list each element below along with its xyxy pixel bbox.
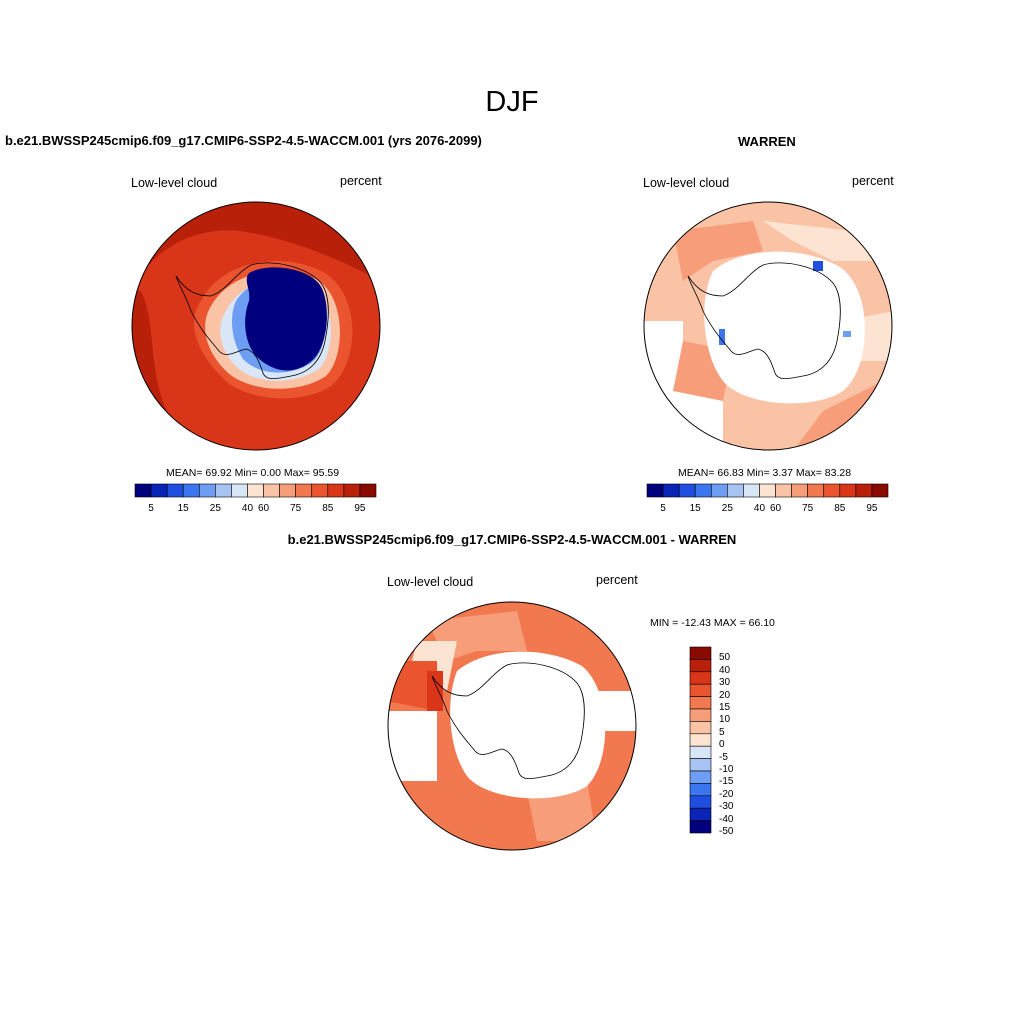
obs-colorbar-tick-label: 85	[834, 503, 846, 514]
model-colorbar-tick-label: 25	[209, 503, 221, 514]
obs-colorbar-tick-label: 75	[802, 503, 814, 514]
diff-colorbar-box	[689, 708, 712, 722]
diff-colorbar	[689, 646, 712, 834]
obs-colorbar-tick-label: 15	[689, 503, 701, 514]
diff-colorbar-box	[689, 783, 712, 797]
obs-colorbar-tick-label: 40	[753, 503, 766, 514]
diff-colorbar-box	[689, 721, 712, 735]
model-colorbar-box	[215, 483, 232, 498]
model-colorbar-box	[295, 483, 313, 498]
diff-colorbar-box	[689, 671, 712, 685]
obs-stats: MEAN= 66.83 Min= 3.37 Max= 83.28	[678, 467, 852, 479]
model-colorbar-box	[247, 483, 264, 498]
obs-colorbar-tick-label: 25	[721, 503, 733, 514]
obs-colorbar-box	[710, 483, 728, 498]
diff-colorbar-box	[689, 758, 712, 772]
diff-colorbar-box	[689, 770, 712, 784]
obs-colorbar-box	[791, 483, 808, 498]
diff-units-label: percent	[596, 573, 638, 587]
diff-colorbar-box	[689, 683, 712, 697]
model-colorbar-box	[343, 483, 361, 498]
model-variable-label: Low-level cloud	[131, 176, 218, 190]
obs-colorbar-box	[694, 483, 712, 498]
model-colorbar-box	[182, 483, 200, 498]
diff-colorbar-tick-label: 50	[719, 652, 731, 664]
obs-colorbar-tick-label: 95	[866, 503, 878, 514]
diff-colorbar-tick-label: 15	[719, 702, 731, 713]
diff-colorbar-tick-label: 10	[719, 714, 731, 726]
model-colorbar-tick-label: 40	[241, 503, 254, 514]
obs-coastline	[687, 262, 841, 380]
figure-title: DJF	[485, 86, 539, 118]
diff-colorbar-box	[689, 696, 712, 710]
obs-colorbar-box	[759, 483, 776, 498]
diff-colorbar-tick-label: -20	[719, 788, 734, 800]
obs-colorbar-box	[871, 483, 889, 498]
model-colorbar-box	[134, 483, 152, 498]
model-colorbar-box	[166, 483, 184, 498]
obs-polar-map	[643, 201, 893, 451]
obs-colorbar-box	[727, 483, 744, 498]
obs-colorbar-tick-label: 60	[769, 503, 782, 514]
model-polar-map	[131, 201, 381, 451]
diff-colorbar-tick-label: -15	[719, 776, 734, 788]
obs-colorbar-box	[807, 483, 825, 498]
diff-colorbar-box	[689, 745, 712, 759]
obs-colorbar-box	[646, 483, 664, 498]
diff-colorbar-tick-label: -30	[719, 801, 734, 813]
diff-colorbar-tick-label: 5	[719, 726, 725, 738]
model-coastline	[175, 262, 329, 380]
model-panel-title: b.e21.BWSSP245cmip6.f09_g17.CMIP6-SSP2-4…	[5, 133, 482, 148]
model-colorbar-tick-label: 85	[322, 503, 334, 514]
diff-colorbar-tick-label: -40	[719, 813, 734, 825]
model-colorbar-tick-label: 15	[177, 503, 189, 514]
model-colorbar-box	[263, 483, 280, 498]
model-colorbar-tick-label: 75	[290, 503, 302, 514]
obs-panel-title: WARREN	[738, 134, 796, 149]
model-colorbar-tick-label: 60	[257, 503, 270, 514]
diff-colorbar-box	[689, 820, 712, 834]
obs-colorbar-box	[839, 483, 857, 498]
diff-stats: MIN = -12.43 MAX = 66.10	[650, 617, 775, 629]
diff-colorbar-box	[689, 659, 712, 673]
diff-colorbar-box	[689, 646, 712, 660]
obs-colorbar-box	[775, 483, 792, 498]
model-colorbar-box	[150, 483, 168, 498]
obs-colorbar-tick-label: 5	[660, 503, 666, 514]
obs-colorbar-box	[678, 483, 696, 498]
model-colorbar-tick-label: 95	[354, 503, 366, 514]
diff-panel-title: b.e21.BWSSP245cmip6.f09_g17.CMIP6-SSP2-4…	[287, 532, 737, 547]
obs-colorbar-box	[855, 483, 873, 498]
diff-colorbar-box	[689, 807, 712, 821]
model-colorbar-box	[279, 483, 296, 498]
model-colorbar-box	[198, 483, 216, 498]
model-colorbar-box	[359, 483, 377, 498]
diff-variable-label: Low-level cloud	[387, 575, 474, 589]
model-colorbar	[134, 483, 377, 498]
model-colorbar-box	[311, 483, 329, 498]
diff-polar-map	[387, 601, 637, 851]
diff-colorbar-tick-label: -5	[719, 751, 728, 763]
model-stats: MEAN= 69.92 Min= 0.00 Max= 95.59	[166, 467, 340, 479]
obs-units-label: percent	[852, 174, 894, 188]
model-colorbar-tick-label: 5	[148, 503, 154, 514]
diff-coastline	[431, 662, 585, 780]
obs-variable-label: Low-level cloud	[643, 176, 730, 190]
diff-colorbar-box	[689, 733, 712, 747]
obs-colorbar-box	[743, 483, 760, 498]
model-units-label: percent	[340, 174, 382, 188]
diff-colorbar-box	[689, 795, 712, 809]
obs-colorbar	[646, 483, 889, 498]
model-colorbar-box	[231, 483, 248, 498]
obs-colorbar-box	[823, 483, 841, 498]
diff-colorbar-tick-label: 40	[719, 664, 731, 676]
obs-colorbar-box	[662, 483, 680, 498]
diff-colorbar-tick-label: 0	[719, 739, 725, 751]
diff-colorbar-tick-label: 20	[719, 689, 731, 701]
model-colorbar-box	[327, 483, 345, 498]
diff-colorbar-tick-label: -50	[719, 826, 734, 837]
diff-colorbar-tick-label: -10	[719, 764, 734, 775]
diff-colorbar-tick-label: 30	[719, 677, 731, 689]
